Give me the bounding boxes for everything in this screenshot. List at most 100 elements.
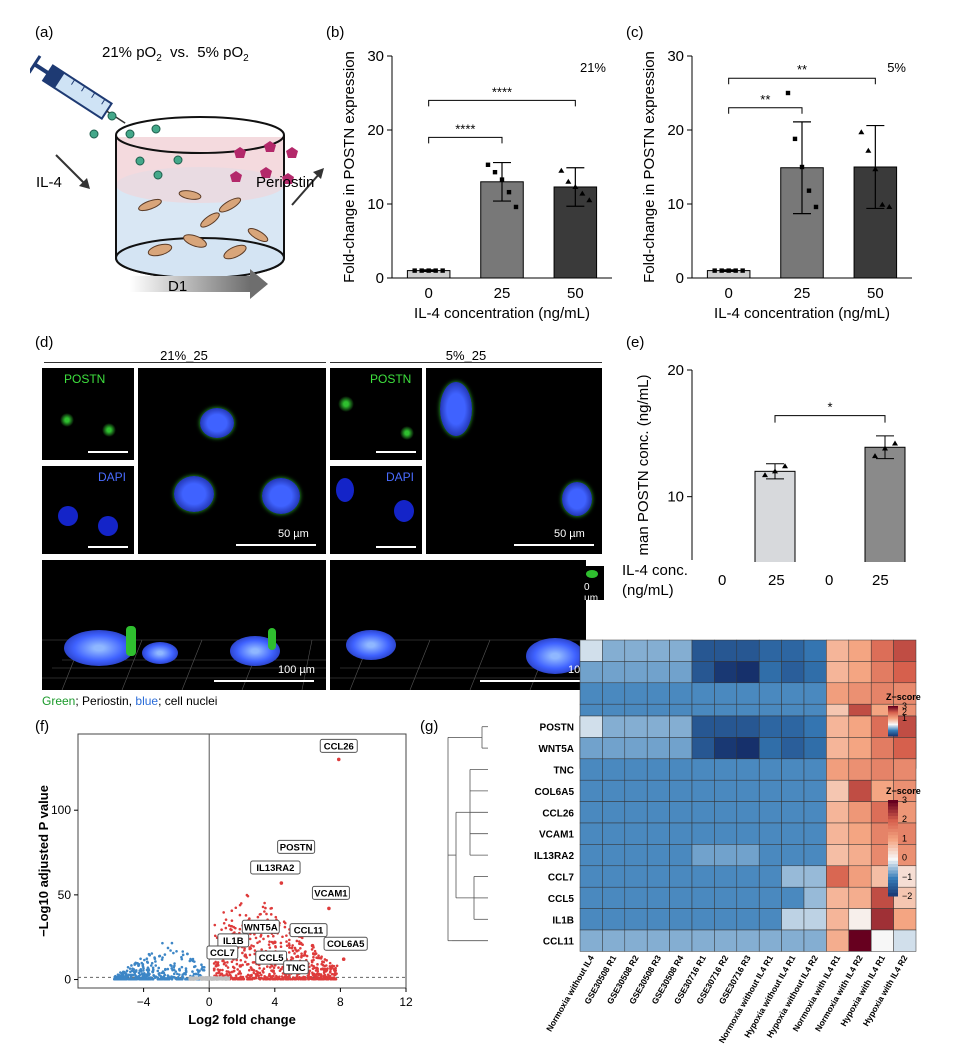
y-tick-label: 0: [376, 270, 384, 287]
data-point: [513, 204, 519, 210]
inset-heatmap-cell: [803, 639, 827, 662]
point-label-box: [311, 885, 350, 900]
y-tick-label: 10: [667, 489, 684, 506]
data-point: [241, 951, 244, 955]
heatmap-cell: [579, 801, 603, 824]
heatmap-cell: [624, 801, 648, 824]
data-point: [325, 959, 328, 962]
data-point: [191, 959, 195, 963]
colorbar-tick-label: 3: [902, 795, 907, 805]
postn-signal: [102, 423, 116, 437]
group-underline: [44, 362, 326, 363]
heatmap-cell: [669, 886, 693, 909]
point-label-box: [319, 738, 358, 753]
data-point: [283, 975, 287, 979]
y-tick-label: 0: [676, 270, 684, 287]
data-point: [172, 951, 175, 955]
data-point: [313, 949, 317, 953]
inset-heatmap-cell: [870, 639, 894, 662]
data-point: [128, 967, 132, 970]
data-point: [131, 977, 135, 981]
data-point: [161, 956, 164, 959]
colorbar-segment: [888, 727, 898, 729]
heatmap-cell: [781, 929, 805, 952]
heatmap-cell: [624, 779, 648, 802]
heatmap-cell: [691, 908, 715, 931]
data-point: [290, 977, 294, 981]
nucleus: [200, 408, 234, 438]
heatmap-cell: [669, 758, 693, 781]
colorbar-segment: [888, 706, 898, 708]
data-point: [321, 960, 324, 964]
syringe-icon: [30, 55, 126, 124]
data-point: [232, 925, 235, 929]
data-point: [272, 966, 276, 970]
data-point: [312, 958, 315, 962]
postn-signal: [126, 626, 136, 656]
inset-heatmap-cell: [646, 639, 670, 662]
data-point: [324, 967, 327, 971]
data-point: [159, 975, 163, 978]
heatmap-cell: [758, 865, 782, 888]
chart-annotation: 5%: [887, 60, 906, 75]
inset-heatmap-cell: [736, 639, 760, 662]
subscript: 2: [243, 53, 249, 64]
colorbar-tick-label: −2: [902, 891, 912, 901]
data-point: [301, 943, 304, 947]
data-point: [250, 944, 253, 947]
heatmap-cell: [736, 908, 760, 931]
heatmap-cell: [848, 844, 872, 867]
heatmap-cell: [646, 865, 670, 888]
data-point: [161, 941, 164, 945]
heatmap-cell: [624, 908, 648, 931]
data-point: [217, 978, 220, 981]
inset-heatmap-cell: [646, 682, 670, 705]
point-label-box: [206, 945, 239, 960]
data-point: [141, 963, 145, 966]
data-point: [214, 976, 217, 980]
conc-row-label: IL-4 conc.: [622, 562, 688, 579]
x-tick-label: 0: [724, 285, 732, 302]
data-point: [762, 472, 768, 478]
nucleus: [58, 506, 78, 526]
inset-heatmap-cell: [848, 661, 872, 684]
point-label: COL6A5: [327, 939, 365, 950]
inset-heatmap-cell: [826, 661, 850, 684]
data-point: [341, 957, 346, 962]
data-point: [255, 969, 258, 973]
data-point: [178, 973, 181, 976]
data-point: [247, 962, 250, 966]
data-point: [194, 972, 198, 976]
data-point: [197, 969, 201, 973]
data-point: [299, 946, 302, 950]
data-point: [230, 919, 234, 922]
data-point: [317, 973, 320, 977]
point-label-box: [283, 960, 309, 975]
data-point: [167, 975, 170, 978]
render-3d-fragment: 0 µm: [584, 566, 604, 600]
colorbar-segment: [888, 803, 898, 807]
x-axis-label: Log2 fold change: [188, 1012, 296, 1027]
postn-channel-label: POSTN: [370, 372, 412, 386]
data-point: [180, 957, 184, 961]
data-point: [291, 944, 294, 947]
data-point: [295, 975, 299, 978]
heatmap-cell: [602, 929, 626, 952]
data-point: [238, 913, 242, 917]
data-point: [311, 971, 314, 974]
data-point: [242, 977, 245, 981]
data-point: [243, 954, 248, 958]
inset-heatmap-cell: [803, 682, 827, 705]
nucleus: [336, 478, 354, 502]
data-point: [297, 940, 301, 943]
nucleus: [346, 630, 396, 660]
heatmap-cell: [758, 822, 782, 845]
inset-heatmap-cell: [602, 639, 626, 662]
data-point: [124, 972, 128, 975]
heatmap-cell: [714, 715, 738, 738]
heatmap-cell: [736, 801, 760, 824]
point-label-box: [255, 950, 288, 965]
data-point: [300, 955, 303, 959]
data-point: [151, 966, 155, 970]
inset-heatmap-cell: [870, 661, 894, 684]
